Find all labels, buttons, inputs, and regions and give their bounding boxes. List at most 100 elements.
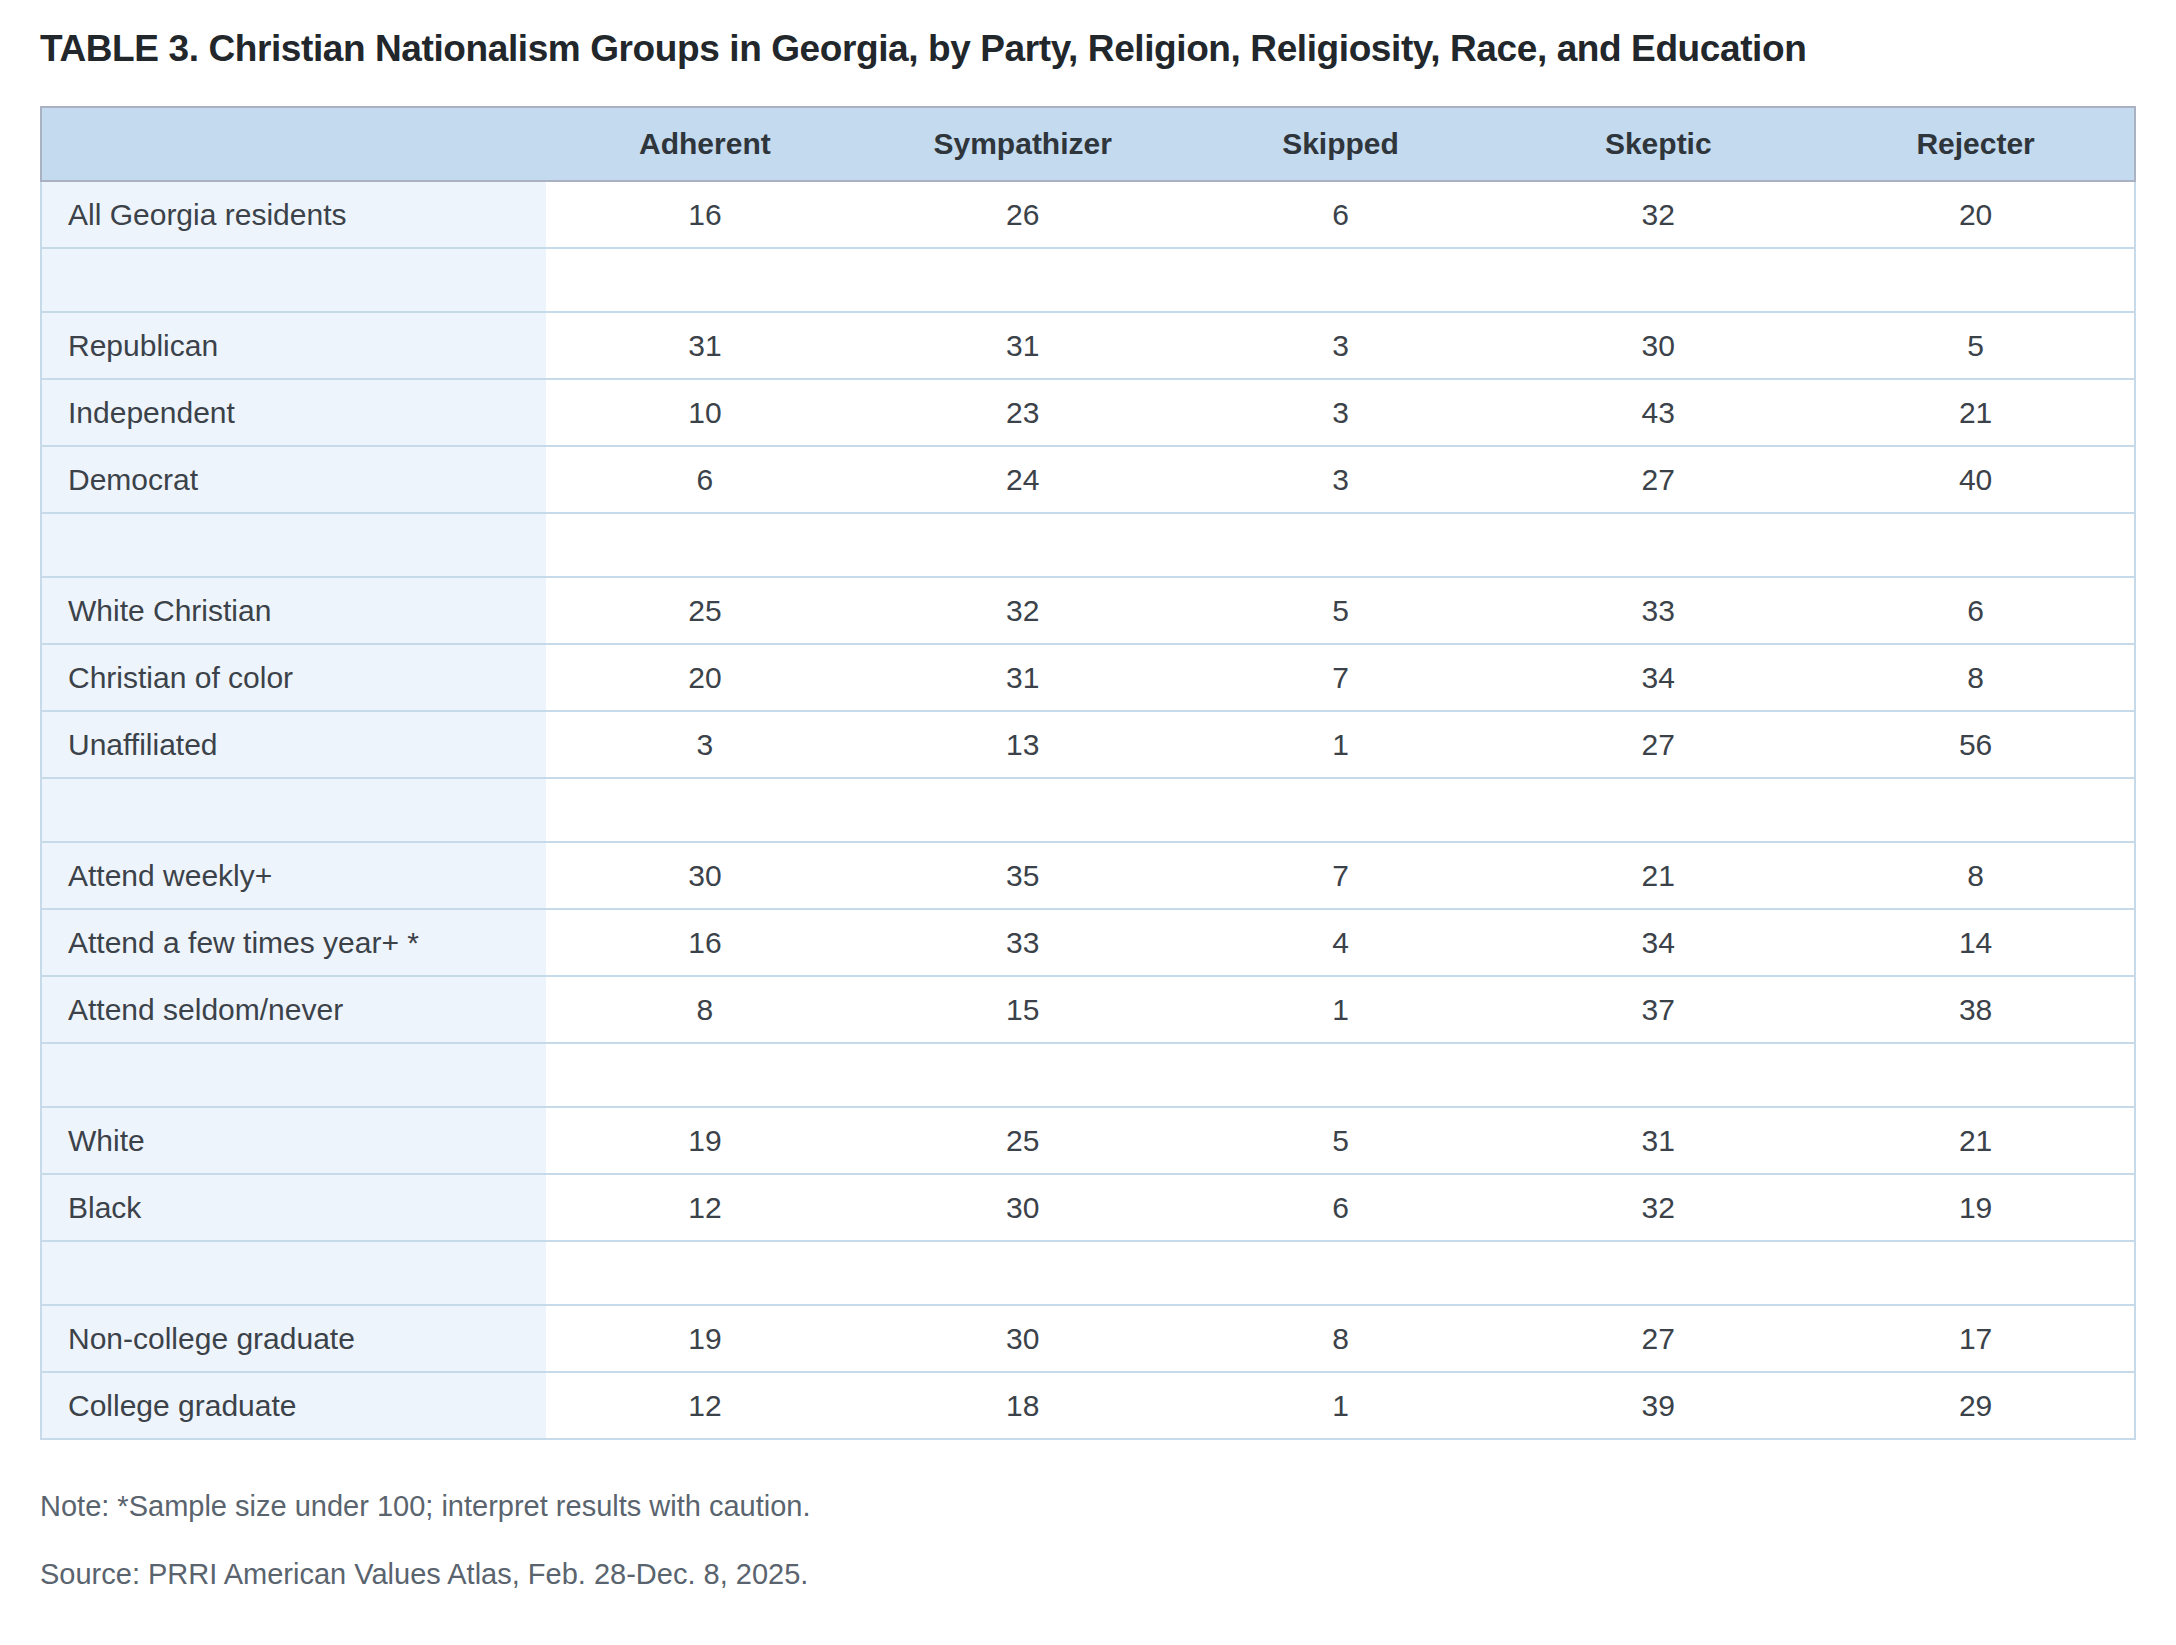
table-row: Republican31313305 — [41, 312, 2135, 379]
cell-value: 3 — [546, 711, 864, 778]
cell-value: 19 — [546, 1305, 864, 1372]
cell-value: 3 — [1182, 312, 1500, 379]
row-label: Attend seldom/never — [41, 976, 546, 1043]
spacer-cell — [1182, 248, 1500, 312]
spacer-cell — [1499, 1043, 1817, 1107]
spacer-cell — [1817, 248, 2135, 312]
spacer-cell — [1182, 1043, 1500, 1107]
cell-value: 35 — [864, 842, 1182, 909]
cell-value: 30 — [546, 842, 864, 909]
cell-value: 5 — [1182, 1107, 1500, 1174]
spacer-cell — [1817, 513, 2135, 577]
cell-value: 19 — [546, 1107, 864, 1174]
cell-value: 30 — [1499, 312, 1817, 379]
cell-value: 21 — [1817, 379, 2135, 446]
table-row: Christian of color20317348 — [41, 644, 2135, 711]
spacer-cell — [1182, 1241, 1500, 1305]
cell-value: 31 — [864, 312, 1182, 379]
spacer-cell — [546, 513, 864, 577]
spacer-row — [41, 248, 2135, 312]
cell-value: 8 — [1817, 842, 2135, 909]
cell-value: 25 — [864, 1107, 1182, 1174]
row-label: College graduate — [41, 1372, 546, 1439]
cell-value: 21 — [1817, 1107, 2135, 1174]
column-header-adherent: Adherent — [546, 107, 864, 181]
table-title: TABLE 3. Christian Nationalism Groups in… — [40, 26, 2136, 72]
spacer-cell — [1182, 778, 1500, 842]
cell-value: 24 — [864, 446, 1182, 513]
cell-value: 6 — [1817, 577, 2135, 644]
row-label: Republican — [41, 312, 546, 379]
spacer-row — [41, 1043, 2135, 1107]
cell-value: 34 — [1499, 909, 1817, 976]
row-label-header-blank — [41, 107, 546, 181]
spacer-cell — [1499, 248, 1817, 312]
header-row: AdherentSympathizerSkippedSkepticRejecte… — [41, 107, 2135, 181]
cell-value: 18 — [864, 1372, 1182, 1439]
cell-value: 33 — [864, 909, 1182, 976]
cell-value: 30 — [864, 1305, 1182, 1372]
cell-value: 31 — [1499, 1107, 1817, 1174]
cell-value: 56 — [1817, 711, 2135, 778]
cell-value: 17 — [1817, 1305, 2135, 1372]
cell-value: 5 — [1182, 577, 1500, 644]
spacer-label-cell — [41, 513, 546, 577]
cell-value: 32 — [1499, 1174, 1817, 1241]
table-row: Attend seldom/never81513738 — [41, 976, 2135, 1043]
table-row: Non-college graduate193082717 — [41, 1305, 2135, 1372]
spacer-row — [41, 1241, 2135, 1305]
footnote: Note: *Sample size under 100; interpret … — [40, 1488, 2176, 1526]
spacer-cell — [864, 248, 1182, 312]
table-row: Unaffiliated31312756 — [41, 711, 2135, 778]
column-header-skipped: Skipped — [1182, 107, 1500, 181]
spacer-cell — [1817, 1043, 2135, 1107]
cell-value: 12 — [546, 1174, 864, 1241]
spacer-label-cell — [41, 1043, 546, 1107]
row-label: Attend weekly+ — [41, 842, 546, 909]
cell-value: 6 — [546, 446, 864, 513]
cell-value: 12 — [546, 1372, 864, 1439]
table-header: AdherentSympathizerSkippedSkepticRejecte… — [41, 107, 2135, 181]
cell-value: 33 — [1499, 577, 1817, 644]
spacer-cell — [864, 1241, 1182, 1305]
cell-value: 34 — [1499, 644, 1817, 711]
cell-value: 6 — [1182, 181, 1500, 248]
spacer-cell — [1499, 513, 1817, 577]
cell-value: 4 — [1182, 909, 1500, 976]
page: TABLE 3. Christian Nationalism Groups in… — [0, 0, 2176, 1645]
table-row: White Christian25325336 — [41, 577, 2135, 644]
spacer-row — [41, 513, 2135, 577]
spacer-label-cell — [41, 248, 546, 312]
cell-value: 7 — [1182, 644, 1500, 711]
cell-value: 7 — [1182, 842, 1500, 909]
cell-value: 29 — [1817, 1372, 2135, 1439]
spacer-cell — [546, 1043, 864, 1107]
cell-value: 32 — [1499, 181, 1817, 248]
cell-value: 26 — [864, 181, 1182, 248]
table-row: Attend a few times year+ *163343414 — [41, 909, 2135, 976]
table-row: Independent102334321 — [41, 379, 2135, 446]
spacer-cell — [1817, 778, 2135, 842]
row-label: All Georgia residents — [41, 181, 546, 248]
spacer-cell — [1182, 513, 1500, 577]
row-label: Democrat — [41, 446, 546, 513]
cell-value: 39 — [1499, 1372, 1817, 1439]
table-row: Democrat62432740 — [41, 446, 2135, 513]
spacer-cell — [1499, 1241, 1817, 1305]
cell-value: 20 — [546, 644, 864, 711]
cell-value: 16 — [546, 181, 864, 248]
data-table: AdherentSympathizerSkippedSkepticRejecte… — [40, 106, 2136, 1440]
spacer-cell — [1817, 1241, 2135, 1305]
cell-value: 37 — [1499, 976, 1817, 1043]
column-header-rejecter: Rejecter — [1817, 107, 2135, 181]
row-label: Christian of color — [41, 644, 546, 711]
cell-value: 8 — [1182, 1305, 1500, 1372]
cell-value: 6 — [1182, 1174, 1500, 1241]
column-header-sympathizer: Sympathizer — [864, 107, 1182, 181]
row-label: Attend a few times year+ * — [41, 909, 546, 976]
cell-value: 31 — [546, 312, 864, 379]
cell-value: 1 — [1182, 976, 1500, 1043]
cell-value: 10 — [546, 379, 864, 446]
cell-value: 8 — [1817, 644, 2135, 711]
row-label: Non-college graduate — [41, 1305, 546, 1372]
